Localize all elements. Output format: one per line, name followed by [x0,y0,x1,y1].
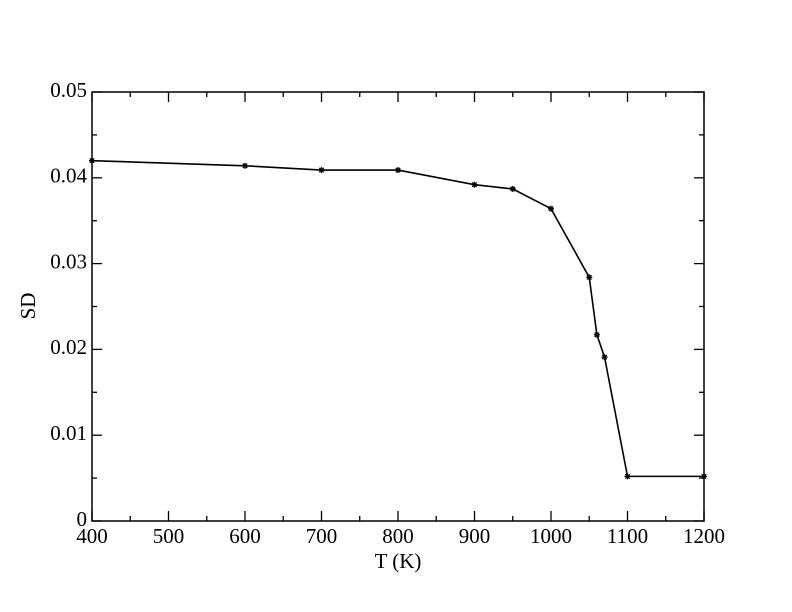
x-tick-label: 700 [306,524,338,548]
x-tick-label: 1000 [530,524,572,548]
y-tick-label: 0.01 [50,421,87,445]
data-point [624,473,631,480]
data-point [89,157,95,164]
y-tick-label: 0.03 [50,249,87,273]
plot-frame [91,91,705,522]
data-point [242,162,248,169]
series-line [91,159,704,478]
y-tick-label: 0.05 [50,78,87,102]
x-tick-label: 600 [229,524,261,548]
x-tick-label: 400 [76,524,108,548]
data-point [471,181,478,188]
x-tick-label: 800 [382,524,414,548]
data-point [318,167,325,174]
x-axis-label: T (K) [375,549,422,573]
data-point [601,354,608,361]
data-point [548,205,554,212]
data-point [593,331,600,338]
x-tick-label: 1100 [607,524,648,548]
y-axis-label: SD [16,293,40,320]
data-point [395,167,401,174]
y-tick-label: 0.02 [50,335,87,359]
x-tick-label: 1200 [683,524,725,548]
y-tick-label: 0.04 [50,164,87,188]
data-point [701,473,707,480]
x-tick-label: 900 [459,524,491,548]
data-point [586,274,593,281]
y-tick-label: 0 [77,507,88,531]
x-tick-label: 500 [153,524,185,548]
data-point [509,185,516,192]
